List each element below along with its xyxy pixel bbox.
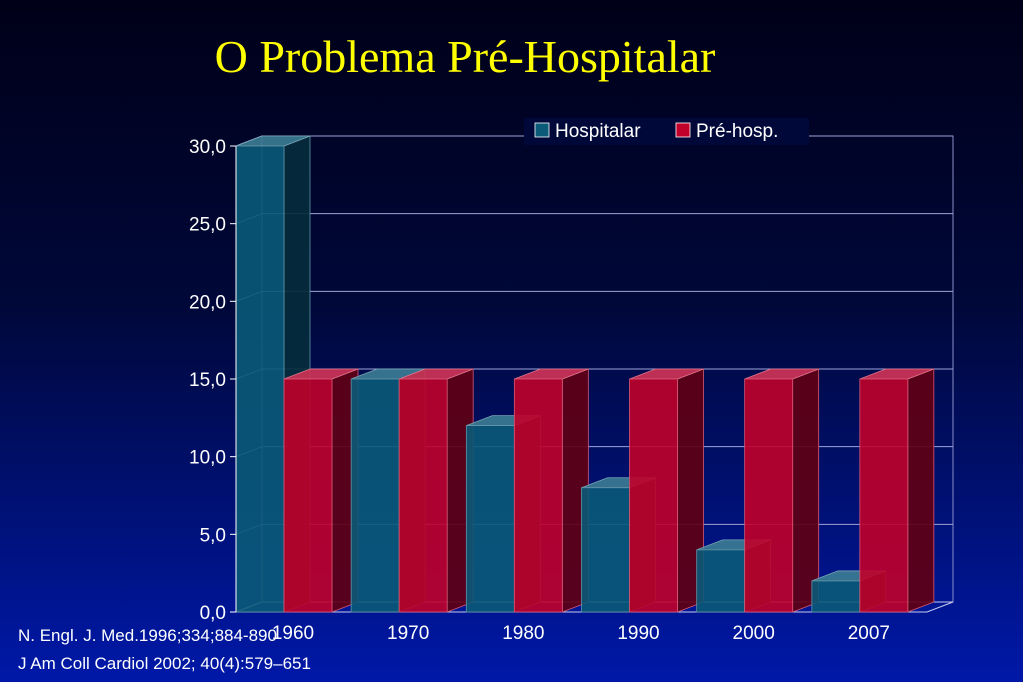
- bar-front: [696, 549, 746, 613]
- y-tick-label: 5,0: [200, 525, 226, 546]
- bar-front: [398, 378, 448, 613]
- bar-pre-hosp-1980: [513, 368, 589, 613]
- bar-front: [235, 145, 285, 613]
- legend-label-hospitalar: Hospitalar: [555, 121, 641, 142]
- bar-front: [811, 580, 861, 613]
- y-tick-label: 0,0: [200, 603, 226, 624]
- bar-front: [859, 378, 909, 613]
- gridline: [235, 213, 953, 225]
- x-tick-label: 2000: [733, 623, 775, 644]
- x-tick-label: 1980: [502, 623, 544, 644]
- reference-nejm: N. Engl. J. Med.1996;334;884-890: [18, 626, 277, 645]
- x-tick-label: 1990: [617, 623, 659, 644]
- legend-swatch-hospitalar: [534, 122, 550, 138]
- y-tick-label: 25,0: [189, 215, 226, 236]
- bar-front: [629, 378, 678, 613]
- legend-box: [524, 118, 809, 145]
- bar-side: [907, 368, 935, 613]
- x-tick-label: 1960: [272, 623, 314, 644]
- bar-pre-hosp-1990: [629, 368, 704, 613]
- bar-pre-hosp-1970: [398, 368, 474, 613]
- reference-jacc: J Am Coll Cardiol 2002; 40(4):579–651: [18, 654, 311, 673]
- slide-title: O Problema Pré-Hospitalar: [214, 31, 716, 82]
- y-tick-label: 20,0: [189, 292, 226, 313]
- bar-front: [513, 378, 563, 613]
- x-tick-label: 1970: [387, 623, 429, 644]
- bar-front: [350, 378, 400, 613]
- bar-front: [581, 487, 630, 613]
- x-tick-label: 2007: [848, 623, 890, 644]
- y-tick-label: 10,0: [189, 448, 226, 469]
- legend-label-pre-hosp: Pré-hosp.: [696, 121, 778, 142]
- bar-front: [465, 425, 515, 613]
- y-tick-label: 15,0: [189, 370, 226, 391]
- bar-front: [283, 378, 333, 613]
- bar-pre-hosp-2007: [859, 368, 935, 613]
- gridline: [235, 290, 953, 302]
- chart-bars: [235, 135, 935, 613]
- y-tick-label: 30,0: [189, 137, 226, 158]
- bar-pre-hosp-1960: [283, 368, 359, 613]
- bar-pre-hosp-2000: [744, 368, 820, 613]
- legend-swatch-pre-hosp: [675, 122, 691, 138]
- x-axis: 1960 1970 1980 1990 2000 2007: [272, 623, 890, 644]
- bar-side: [792, 368, 820, 613]
- bar-front: [744, 378, 794, 613]
- legend: Hospitalar Pré-hosp.: [524, 118, 809, 145]
- y-axis: 0,0 5,0 10,0 15,0 20,0 25,0 30,0: [189, 137, 237, 624]
